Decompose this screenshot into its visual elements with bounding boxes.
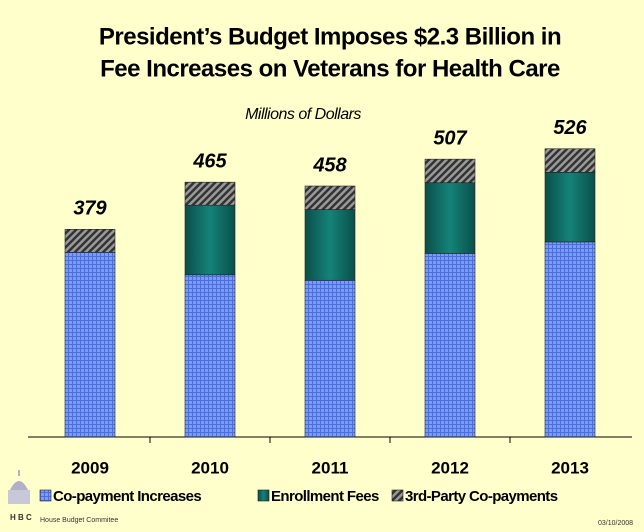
title-line: President’s Budget Imposes $2.3 Billion … — [99, 23, 561, 50]
x-tick-label: 2010 — [191, 458, 229, 477]
total-label: 526 — [553, 117, 587, 139]
bar-segment — [64, 229, 116, 253]
total-label: 458 — [312, 154, 347, 176]
bar-segment — [64, 252, 116, 438]
bar-segment — [304, 209, 356, 281]
legend-swatch — [391, 489, 404, 502]
total-label: 379 — [73, 198, 107, 220]
bar-segment — [304, 185, 356, 210]
total-label: 465 — [192, 150, 227, 172]
bar-segment — [424, 182, 476, 254]
bar-segment — [184, 204, 236, 276]
logo — [8, 470, 30, 504]
bar-segment — [424, 253, 476, 438]
legend-swatch — [257, 489, 270, 502]
bar-segment — [544, 172, 596, 243]
total-label: 507 — [433, 127, 467, 149]
legend-label: 3rd-Party Co-payments — [405, 488, 558, 505]
x-tick-label: 2011 — [312, 458, 349, 477]
bar-segment — [184, 181, 236, 206]
footer-date: 03/10/2008 — [598, 520, 633, 527]
bar-segment — [544, 241, 596, 438]
legend-label: Enrollment Fees — [271, 488, 379, 505]
footer-committee: House Budget Commitee — [40, 517, 118, 524]
x-tick-label: 2013 — [551, 458, 589, 477]
subtitle: Millions of Dollars — [245, 106, 361, 123]
logo-text: H B C — [10, 513, 32, 522]
bar-segment — [544, 148, 596, 173]
legend-label: Co-payment Increases — [53, 488, 201, 505]
x-tick-label: 2012 — [431, 458, 469, 477]
legend-swatch — [39, 489, 52, 502]
bar-segment — [184, 274, 236, 438]
title-line: Fee Increases on Veterans for Health Car… — [100, 55, 560, 82]
bar-segment — [304, 279, 356, 438]
x-tick-label: 2009 — [71, 458, 109, 477]
bar-segment — [424, 158, 476, 184]
